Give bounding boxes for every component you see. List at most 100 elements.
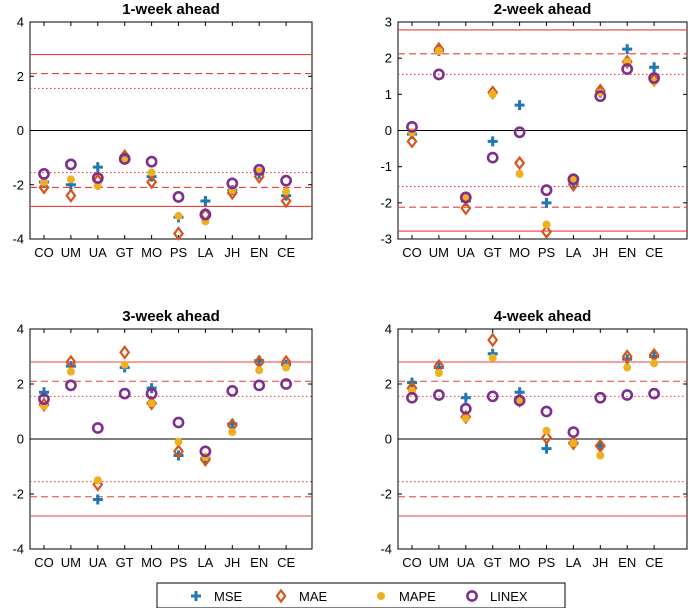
data-point-linex (486, 390, 499, 403)
data-point-linex (91, 422, 104, 434)
x-tick-label: PS (170, 245, 188, 260)
legend-label: MAE (299, 589, 328, 604)
y-tick-label: 0 (17, 432, 24, 447)
x-tick-label: UM (61, 555, 81, 570)
y-tick-label: 2 (17, 69, 24, 84)
x-tick-label: EN (250, 555, 268, 570)
data-point-mse (92, 494, 103, 505)
data-point-mape (282, 187, 291, 196)
data-point-mape (174, 437, 183, 446)
y-tick-label: 2 (17, 377, 24, 392)
data-point-mae (460, 409, 472, 425)
legend-label: LINEX (490, 589, 528, 604)
data-point-linex (65, 379, 77, 392)
y-tick-label: 0 (385, 123, 392, 138)
data-point-mape (174, 211, 183, 220)
x-tick-label: EN (618, 555, 636, 570)
data-point-mape (147, 168, 156, 177)
series-linex (406, 63, 660, 204)
x-tick-label: EN (250, 245, 268, 260)
y-tick-label: 2 (385, 377, 392, 392)
x-tick-label: PS (538, 555, 556, 570)
data-point-mape (569, 175, 578, 184)
chart-panel-4: 4-week ahead -4 -2 0 2 4 CO UM UA GT MO PS LA JH EN CE (380, 308, 688, 570)
y-tick-label: -2 (380, 195, 392, 210)
y-tick-label: 0 (385, 432, 392, 447)
data-point-mae (173, 444, 184, 459)
data-point-linex (118, 153, 131, 165)
data-point-mae (621, 349, 633, 364)
data-point-mae (541, 224, 552, 240)
data-point-linex (459, 402, 472, 415)
data-point-linex (540, 184, 553, 197)
data-point-mape (515, 169, 524, 178)
x-tick-label: MO (141, 555, 162, 570)
y-tick-label: -4 (12, 542, 24, 557)
x-tick-label: GT (116, 245, 134, 260)
x-tick-label: LA (565, 245, 581, 260)
data-point-linex (594, 90, 607, 103)
data-point-mape (93, 182, 102, 191)
data-point-mape (488, 90, 497, 99)
chart-title: 4-week ahead (494, 308, 592, 325)
data-point-linex (486, 151, 499, 164)
x-tick-label: CO (34, 555, 54, 570)
x-tick-label: UM (61, 245, 81, 260)
data-point-linex (199, 445, 212, 458)
data-point-linex (145, 155, 158, 168)
y-tick-label: -4 (380, 542, 392, 557)
series-linex (38, 153, 292, 221)
data-point-mse (92, 162, 103, 173)
legend-box (156, 582, 566, 608)
data-point-linex (406, 391, 418, 404)
y-tick-label: 0 (17, 123, 24, 138)
x-tick-label: JH (592, 555, 608, 570)
x-tick-label: GT (116, 555, 134, 570)
data-point-mape (66, 175, 75, 184)
data-point-mae (146, 174, 158, 190)
data-point-mse (541, 197, 552, 208)
data-point-mape (623, 363, 632, 372)
data-point-mape (434, 369, 443, 377)
data-point-mae (460, 200, 472, 216)
legend-item-mae: MAE (275, 588, 328, 604)
data-point-linex (118, 387, 131, 400)
x-tick-label: JH (224, 555, 240, 570)
x-tick-label: MO (509, 245, 530, 260)
x-tick-label: EN (618, 245, 636, 260)
legend-label: MSE (214, 589, 243, 604)
series-mape (408, 353, 659, 460)
x-tick-label: MO (141, 245, 162, 260)
data-point-linex (280, 174, 292, 187)
data-point-mape (650, 359, 659, 368)
series-mae (38, 148, 292, 241)
data-point-mape (488, 353, 497, 362)
data-point-linex (199, 208, 212, 221)
series-mape (408, 46, 659, 229)
series-mae (406, 41, 660, 240)
data-point-linex (513, 394, 526, 407)
y-tick-label: 4 (385, 322, 392, 337)
y-tick-label: 4 (17, 15, 24, 30)
data-point-mae (119, 345, 131, 360)
y-tick-label: -4 (12, 232, 24, 247)
y-tick-label: -3 (380, 232, 392, 247)
x-tick-label: UA (89, 245, 107, 260)
data-point-mse (200, 196, 211, 207)
data-point-linex (594, 391, 607, 404)
series-mse (39, 355, 292, 505)
data-point-linex (621, 389, 634, 401)
data-point-mape (93, 476, 102, 485)
data-point-linex (432, 68, 445, 81)
x-tick-label: UM (429, 245, 449, 260)
y-tick-label: -2 (380, 487, 392, 502)
data-point-mse (649, 62, 660, 73)
data-point-mape (66, 367, 75, 376)
data-point-linex (172, 191, 185, 203)
data-point-mae (487, 332, 499, 348)
data-point-mae (65, 354, 77, 370)
x-tick-label: JH (224, 245, 240, 260)
chart-panel-1: 1-week ahead -4 -2 0 2 4 CO UM UA GT MO PS LA JH EN CE (12, 1, 313, 260)
x-tick-label: CO (402, 555, 422, 570)
data-point-linex (91, 172, 104, 184)
